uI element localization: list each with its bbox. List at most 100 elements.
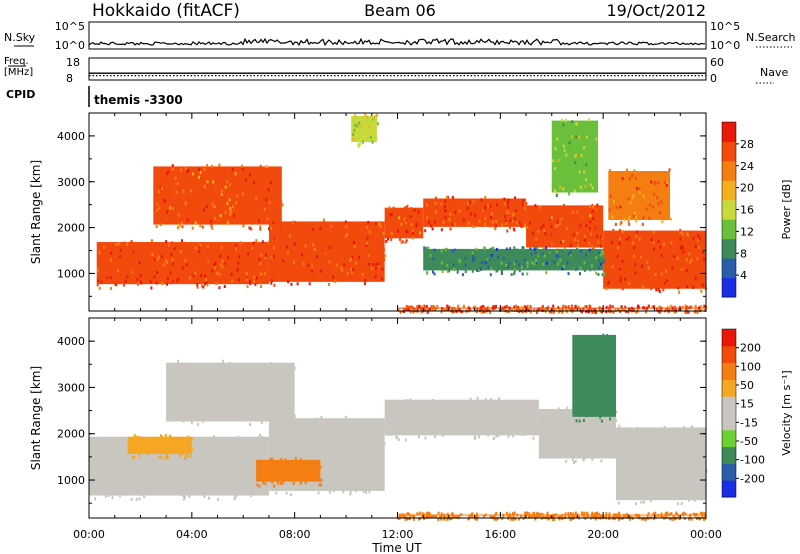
scatter-cell [679,306,681,310]
scatter-cell [569,244,572,248]
scatter-cell [223,263,226,267]
scatter-cell [510,258,513,262]
scatter-cell [371,266,373,270]
scatter-cell [400,222,403,226]
scatter-cell [583,170,586,174]
scatter-cell [165,240,168,244]
scatter-cell [552,242,555,246]
scatter-cell [379,221,381,224]
scatter-cell [315,420,318,424]
scatter-cell [564,515,567,519]
scatter-cell [641,459,644,463]
scatter-cell [399,428,402,432]
scatter-cell [184,167,187,171]
scatter-cell [587,118,590,122]
scatter-cell [482,264,484,268]
scatter-cell [495,219,498,223]
scatter-cell [500,261,503,265]
scatter-cell [684,311,687,314]
scatter-cell [205,281,208,284]
scatter-cell [504,261,506,265]
scatter-cell [458,258,461,262]
scatter-cell [694,514,697,518]
scatter-cell [495,247,498,251]
scatter-cell [204,185,206,189]
scatter-cell [346,442,349,446]
scatter-cell [252,460,255,464]
scatter-cell [666,173,669,177]
scatter-cell [587,363,590,367]
scatter-cell [628,236,631,240]
scatter-cell [672,518,675,521]
scatter-cell [340,222,343,226]
scatter-cell [608,171,671,220]
scatter-cell [375,222,378,226]
scatter-cell [593,177,596,181]
scatter-cell [614,447,617,451]
scatter-cell [215,271,218,275]
scatter-cell [481,304,484,308]
colorbar-tick-label: 100 [740,360,761,373]
scatter-cell [282,481,285,485]
scatter-cell [207,371,210,375]
scatter-cell [365,244,368,248]
scatter-cell [413,411,416,415]
scatter-cell [166,277,169,281]
scatter-cell [371,262,374,266]
scatter-cell [286,468,289,472]
scatter-cell [151,261,154,265]
scatter-cell [177,359,179,363]
scatter-cell [248,391,251,395]
scatter-cell [648,203,651,207]
scatter-cell [667,479,670,483]
scatter-cell [109,440,112,444]
scatter-cell [375,466,378,470]
scatter-cell [482,401,485,404]
scatter-cell [278,406,281,410]
scatter-cell [342,468,345,472]
scatter-cell [357,242,360,246]
scatter-cell [467,250,469,254]
scatter-cell [418,305,421,309]
scatter-cell [252,485,254,489]
scatter-cell [186,266,189,270]
scatter-cell [545,307,548,310]
scatter-region [153,163,284,231]
scatter-cell [208,397,211,401]
scatter-cell [270,407,273,410]
scatter-cell [186,170,189,174]
scatter-cell [221,265,224,269]
scatter-cell [176,168,179,172]
scatter-cell [405,307,408,311]
scatter-cell [259,227,262,231]
scatter-cell [176,439,179,443]
scatter-cell [687,447,690,451]
scatter-cell [611,305,614,309]
scatter-cell [365,115,368,119]
scatter-cell [467,221,470,225]
scatter-cell [183,497,186,501]
scatter-cell [283,477,286,481]
scatter-cell [368,133,371,137]
scatter-cell [525,417,528,420]
scatter-cell [497,434,500,438]
scatter-cell [158,455,161,459]
scatter-cell [430,261,433,265]
scatter-cell [259,164,262,168]
scatter-cell [260,378,263,382]
scatter-cell [561,267,564,271]
scatter-cell [192,472,195,475]
scatter-cell [428,515,431,518]
scatter-cell [131,489,134,493]
scatter-cell [233,214,235,218]
scatter-cell [211,269,214,273]
scatter-cell [136,277,139,281]
colorbar-swatch [722,122,736,142]
scatter-cell [371,419,374,423]
scatter-cell [603,417,606,421]
scatter-cell [254,445,257,449]
scatter-cell [625,441,628,445]
scatter-cell [554,166,556,170]
scatter-cell [444,307,447,311]
